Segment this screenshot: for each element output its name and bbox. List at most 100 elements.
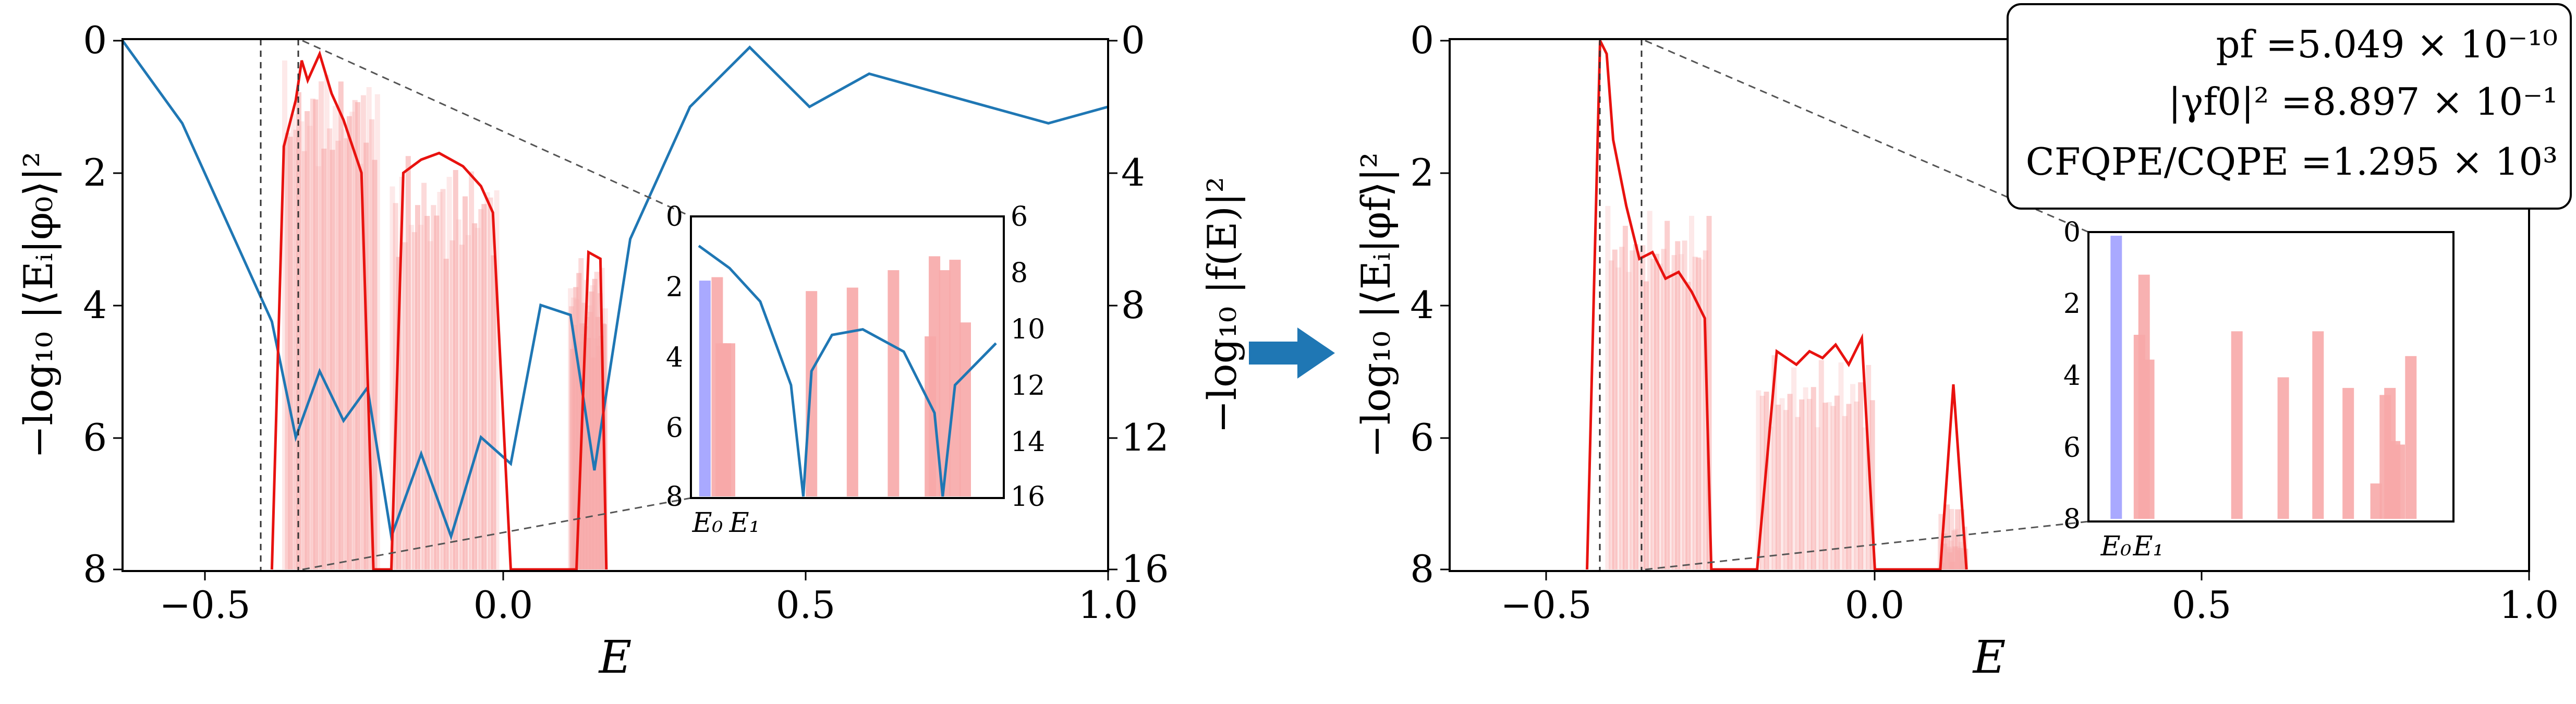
spectral-bar — [472, 223, 478, 569]
spectral-bar — [453, 170, 458, 569]
spectral-bar — [1636, 251, 1642, 569]
spectral-bar — [1826, 402, 1832, 569]
spectral-bar — [1668, 271, 1673, 569]
spectral-bar — [431, 205, 436, 569]
spectral-bar — [488, 197, 493, 569]
spectral-bar — [1647, 211, 1652, 569]
spectral-bar — [1869, 400, 1875, 569]
inset-bar — [2342, 387, 2354, 519]
spectral-bar — [481, 204, 487, 569]
spectral-bar — [446, 177, 452, 570]
inset-bar — [2312, 331, 2324, 519]
spectral-bar — [1703, 250, 1708, 569]
spectral-bar — [285, 132, 290, 570]
right-inset-ytick-label: 6 — [2063, 432, 2081, 464]
spectral-bar — [443, 259, 449, 569]
overlap-envelope-line — [270, 50, 608, 571]
spectral-bar — [1759, 395, 1765, 569]
spectral-bar — [349, 112, 355, 569]
spectral-bar — [1671, 255, 1677, 570]
left-ytick-label: 4 — [83, 283, 107, 327]
spectral-bar — [1756, 390, 1761, 569]
spectral-bar — [466, 235, 471, 569]
spectral-bar — [1948, 540, 1953, 569]
spectral-bar — [484, 192, 490, 569]
annotation-gamma: |γf0|² =8.897 × 10⁻¹ — [2168, 80, 2558, 124]
spectral-bar — [1846, 404, 1852, 569]
spectral-bar — [573, 287, 579, 569]
spectral-bar — [582, 326, 588, 569]
left-inset-ytick-label: 0 — [666, 201, 683, 233]
spectral-bar — [324, 75, 330, 570]
spectral-bar — [1696, 257, 1702, 569]
spectral-bar — [1678, 254, 1684, 569]
left-inset-e1-label: E₁ — [729, 507, 760, 539]
left-ytick-label: 2 — [83, 151, 107, 195]
spectral-bar — [1657, 263, 1663, 570]
right-ytick-label: 6 — [1410, 416, 1434, 459]
spectral-bar — [1609, 260, 1614, 569]
right-ytick-label: 2 — [1410, 151, 1434, 195]
right-inset-ytick-label: 4 — [2063, 360, 2081, 392]
spectral-bar — [1787, 394, 1793, 569]
spectral-bar — [390, 186, 395, 569]
spectral-bar — [319, 81, 324, 569]
zoom-guide-top — [302, 40, 691, 217]
left-y2tick-label: 0 — [1121, 18, 1145, 62]
right-y-axis-label: −log₁₀ |⟨Eᵢ|φf⟩|² — [1353, 152, 1399, 458]
right-ytick-label: 4 — [1410, 283, 1434, 327]
spectral-bar — [1650, 259, 1656, 569]
spectral-bar — [1779, 398, 1785, 569]
spectral-bar — [335, 140, 341, 569]
right-xtick-label: 0.0 — [1845, 583, 1905, 627]
spectral-bar — [313, 99, 319, 569]
right-ytick-label: 0 — [1410, 18, 1434, 62]
spectral-bar — [341, 129, 347, 570]
spectral-bar — [1830, 406, 1836, 569]
spectral-bar — [1682, 240, 1687, 569]
left-x-ticks: −0.5 0.0 0.5 1.0 — [160, 571, 1138, 627]
spectral-bar — [1768, 426, 1773, 569]
spectral-bar — [411, 232, 417, 570]
right-x-ticks: −0.5 0.0 0.5 1.0 — [1501, 571, 2559, 627]
spectral-bar — [327, 128, 333, 570]
spectral-bar — [602, 308, 608, 569]
spectral-bar — [1807, 398, 1813, 569]
spectral-bar — [598, 336, 604, 569]
spectral-bar — [366, 87, 372, 569]
left-inset-ytick-label: 8 — [666, 481, 683, 513]
left-spectral-bands — [282, 60, 608, 570]
spectral-bar — [1795, 417, 1801, 569]
spectral-bar — [415, 205, 420, 569]
spectral-bar — [1615, 267, 1621, 569]
spectral-bar — [1958, 548, 1963, 569]
spectral-bar — [1661, 249, 1667, 569]
spectral-bar — [1764, 392, 1769, 569]
spectral-bar — [1799, 399, 1805, 569]
inset-bar — [724, 343, 735, 496]
spectral-bar — [352, 100, 358, 570]
spectral-bar — [576, 273, 582, 569]
spectral-bar — [1947, 552, 1953, 569]
transition-arrow — [1249, 327, 1335, 379]
left-y-axis-label: −log₁₀ |⟨Eᵢ|φ₀⟩|² — [15, 152, 62, 459]
spectral-bar — [1815, 427, 1820, 569]
spectral-bar — [402, 242, 408, 569]
spectral-bar — [305, 111, 310, 570]
spectral-bar — [1958, 542, 1964, 569]
spectral-bar — [491, 255, 496, 570]
left-y2-axis-label: −log₁₀ |f(E)|² — [1199, 177, 1245, 433]
spectral-bar — [586, 337, 591, 569]
spectral-bar — [1633, 244, 1638, 569]
spectral-bar — [459, 245, 465, 569]
spectral-bar — [1838, 362, 1844, 569]
spectral-bar — [1822, 403, 1828, 569]
spectral-bar — [330, 150, 335, 569]
left-xtick-label: 0.5 — [776, 583, 836, 627]
spectral-bar — [494, 190, 500, 569]
spectral-bar — [405, 156, 411, 569]
spectral-bar — [1834, 395, 1840, 569]
left-y2tick-label: 16 — [1121, 547, 1169, 591]
left-y-ticks: 0 2 4 6 8 — [83, 18, 123, 591]
spectral-bar — [421, 183, 427, 570]
